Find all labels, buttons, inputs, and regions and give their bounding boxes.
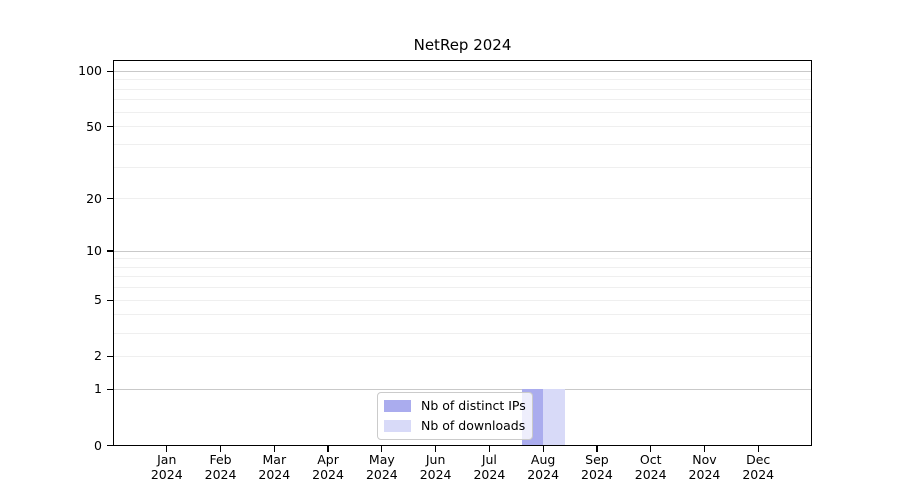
gridline-minor: [113, 166, 812, 168]
legend-swatch-downloads: [384, 420, 411, 432]
chart-title: NetRep 2024: [413, 36, 512, 54]
x-tick-label: Jul 2024: [473, 451, 506, 483]
gridline-minor: [113, 258, 812, 260]
y-tick-label: 20: [86, 190, 102, 206]
legend-item-downloads: Nb of downloads: [384, 418, 526, 434]
gridline-major: [113, 70, 812, 72]
x-tick-label: Sep 2024: [581, 451, 613, 483]
x-tick-label: Oct 2024: [634, 451, 667, 483]
y-tick-label: 0: [94, 437, 102, 453]
legend-label-downloads: Nb of downloads: [421, 418, 526, 433]
x-tick-label: Apr 2024: [312, 451, 344, 483]
x-tick-mark: [703, 445, 706, 452]
y-tick-label: 1: [94, 381, 102, 397]
y-tick-mark: [107, 70, 113, 72]
x-tick-mark: [488, 445, 490, 452]
legend-item-distinct-ips: Nb of distinct IPs: [384, 398, 526, 414]
x-tick-mark: [596, 445, 598, 452]
y-tick-mark: [107, 444, 113, 447]
bar-downloads: [543, 389, 565, 446]
x-tick-mark: [757, 445, 759, 452]
gridline-minor: [113, 276, 812, 278]
y-tick-label: 100: [78, 63, 102, 79]
x-tick-label: Mar 2024: [258, 451, 291, 483]
x-tick-label: May 2024: [365, 451, 398, 483]
x-tick-mark: [166, 445, 168, 452]
y-tick-label: 2: [94, 348, 102, 364]
x-tick-mark: [273, 445, 275, 452]
gridline-major: [113, 388, 812, 390]
gridline-minor: [113, 99, 812, 101]
x-tick-label: Jun 2024: [419, 451, 452, 483]
x-tick-label: Jan 2024: [150, 451, 183, 483]
y-tick-mark: [107, 126, 113, 128]
x-tick-mark: [219, 445, 222, 452]
gridline-minor: [113, 79, 812, 81]
y-tick-mark: [107, 299, 113, 301]
x-tick-mark: [650, 445, 652, 452]
gridline-minor: [113, 299, 812, 301]
x-tick-label: Feb 2024: [204, 451, 237, 483]
y-tick-label: 50: [86, 118, 102, 134]
legend: Nb of distinct IPs Nb of downloads: [377, 392, 533, 440]
y-tick-label: 5: [94, 292, 102, 308]
x-tick-label: Nov 2024: [688, 451, 721, 483]
x-tick-mark: [435, 445, 437, 452]
x-tick-mark: [327, 445, 329, 452]
y-tick-mark: [107, 355, 113, 357]
gridline-minor: [113, 88, 812, 90]
y-tick-label: 10: [86, 243, 102, 259]
x-tick-mark: [381, 445, 383, 452]
gridline-minor: [113, 111, 812, 113]
gridline-minor: [113, 332, 812, 334]
gridline-minor: [113, 314, 812, 316]
gridline-minor: [113, 287, 812, 289]
x-tick-label: Dec 2024: [742, 451, 775, 483]
y-tick-mark: [107, 250, 113, 252]
gridline-minor: [113, 198, 812, 200]
x-tick-label: Aug 2024: [527, 451, 560, 483]
gridline-minor: [113, 355, 812, 357]
gridline-minor: [113, 126, 812, 128]
y-tick-mark: [107, 197, 113, 200]
gridline-major: [113, 250, 812, 252]
gridline-minor: [113, 143, 812, 145]
y-tick-mark: [107, 388, 113, 390]
x-tick-mark: [542, 445, 544, 452]
legend-swatch-distinct-ips: [384, 400, 411, 412]
legend-label-distinct-ips: Nb of distinct IPs: [421, 398, 526, 413]
gridline-minor: [113, 266, 812, 268]
